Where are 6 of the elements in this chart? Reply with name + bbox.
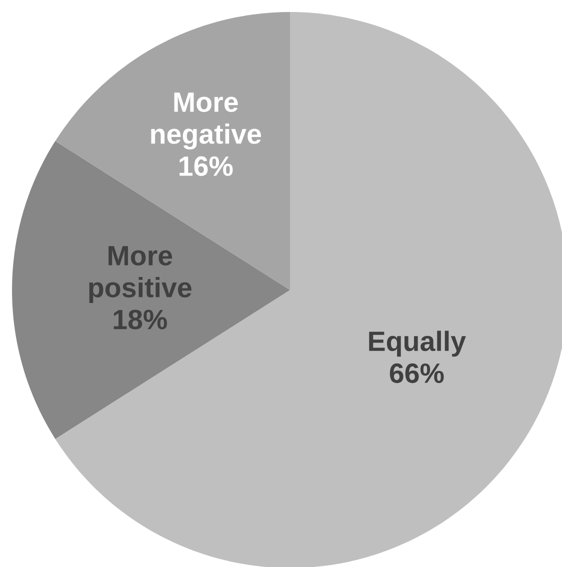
data-label: 18% (114, 310, 167, 330)
slice-label: More negative (151, 92, 262, 150)
data-label: 16% (180, 156, 233, 176)
slice-label: More positive (89, 246, 192, 303)
slice-label: Equally (369, 330, 466, 357)
data-label: 66% (390, 363, 444, 384)
